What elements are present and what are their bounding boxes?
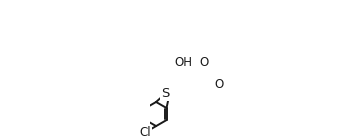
- Text: OH: OH: [174, 55, 193, 68]
- Text: O: O: [199, 55, 209, 68]
- Text: Cl: Cl: [140, 126, 151, 137]
- Text: O: O: [215, 78, 224, 91]
- Text: S: S: [161, 87, 169, 100]
